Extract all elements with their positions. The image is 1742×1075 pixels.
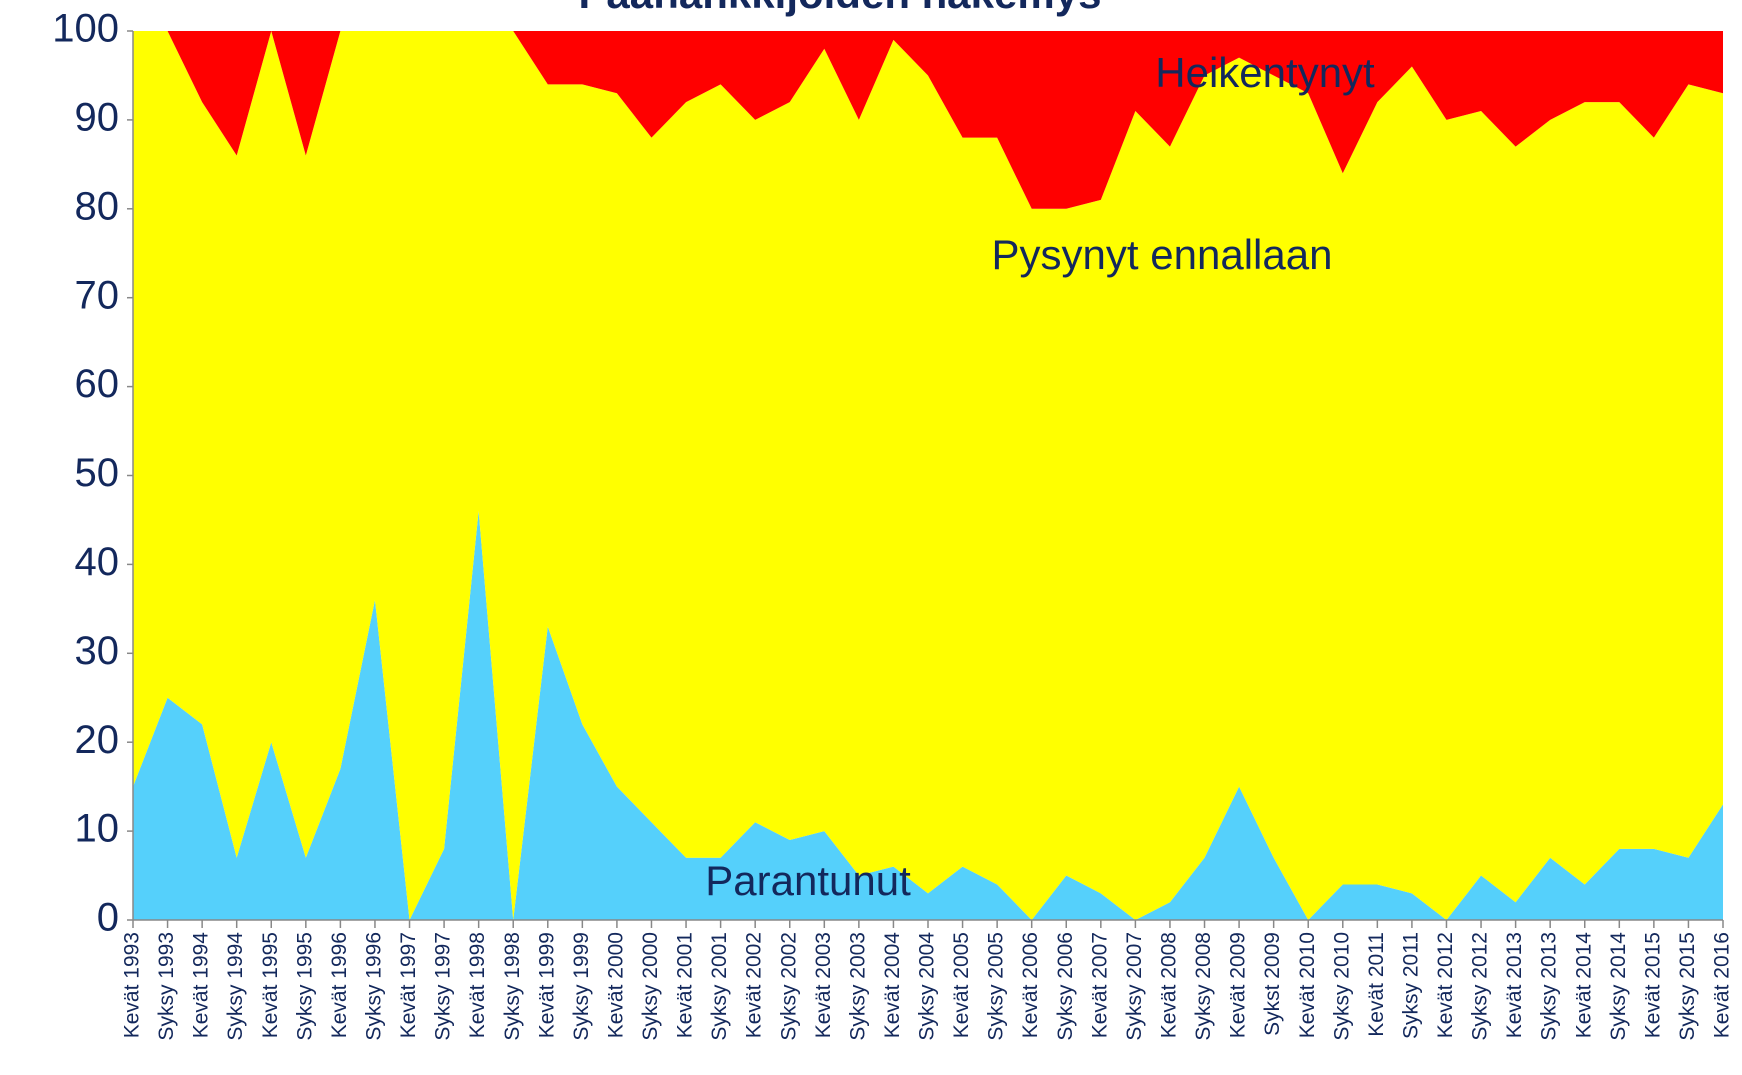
x-tick-label: Syksy 2000 <box>639 932 662 1041</box>
x-tick-label: Kevät 1999 <box>535 932 558 1038</box>
x-tick-label: Kevät 2006 <box>1019 932 1042 1038</box>
x-tick-label: Syksy 1998 <box>501 932 524 1041</box>
x-tick-label: Syksy 2005 <box>985 932 1008 1041</box>
x-tick-label: Kevät 1995 <box>259 932 282 1038</box>
y-tick-label: 100 <box>52 7 119 51</box>
x-tick-label: Syksy 2001 <box>708 932 731 1041</box>
x-tick-label: Kevät 2013 <box>1503 932 1526 1038</box>
x-tick-label: Syksy 1995 <box>293 932 316 1041</box>
x-tick-label: Syksy 1999 <box>570 932 593 1041</box>
series-label: Heikentynyt <box>1155 49 1375 96</box>
area <box>133 31 1723 209</box>
x-tick-label: Kevät 2003 <box>812 932 835 1038</box>
x-tick-label: Syksy 2002 <box>777 932 800 1041</box>
y-tick-label: 90 <box>75 95 120 139</box>
x-tick-label: Kevät 1996 <box>328 932 351 1038</box>
x-tick-label: Syksy 2006 <box>1054 932 1077 1041</box>
x-tick-label: Kevät 2000 <box>604 932 627 1038</box>
y-tick-label: 60 <box>75 362 120 406</box>
x-tick-label: Kevät 2009 <box>1227 932 1250 1038</box>
x-tick-label: Kevät 2002 <box>743 932 766 1038</box>
x-tick-label: Syksy 1997 <box>432 932 455 1041</box>
chart-title: Päähankkijoiden näkemys <box>579 0 1102 17</box>
y-tick-label: 80 <box>75 184 120 228</box>
x-tick-label: Kevät 1997 <box>397 932 420 1038</box>
x-tick-label: Syksy 2004 <box>916 932 939 1041</box>
area <box>133 31 1723 920</box>
x-tick-label: Syksy 2012 <box>1469 932 1492 1041</box>
x-tick-label: Kevät 2014 <box>1572 932 1595 1039</box>
x-tick-label: Kevät 2010 <box>1296 932 1319 1038</box>
x-tick-label: Kevät 2012 <box>1434 932 1457 1038</box>
x-tick-label: Syksy 1993 <box>155 932 178 1041</box>
x-tick-label: Kevät 2004 <box>881 932 904 1039</box>
x-tick-label: Syksy 2015 <box>1676 932 1699 1041</box>
y-tick-label: 40 <box>75 540 120 584</box>
x-tick-label: Kevät 1998 <box>466 932 489 1038</box>
y-tick-label: 50 <box>75 451 120 495</box>
y-tick-label: 10 <box>75 807 120 851</box>
x-tick-label: Syksy 2010 <box>1330 932 1353 1041</box>
x-tick-label: Kevät 1994 <box>190 932 213 1039</box>
x-tick-label: Kevät 2008 <box>1158 932 1181 1038</box>
x-tick-label: Syksy 2014 <box>1607 932 1630 1041</box>
area <box>133 511 1723 920</box>
y-tick-label: 70 <box>75 273 120 317</box>
x-tick-label: Kevät 1993 <box>121 932 144 1038</box>
y-tick-label: 30 <box>75 629 120 673</box>
series-label: Pysynyt ennallaan <box>992 231 1333 278</box>
x-tick-label: Kevät 2001 <box>674 932 697 1038</box>
x-tick-label: Syksy 2013 <box>1538 932 1561 1041</box>
y-tick-label: 20 <box>75 718 120 762</box>
x-tick-label: Syksy 2008 <box>1192 932 1215 1041</box>
x-tick-label: Kevät 2011 <box>1365 932 1388 1037</box>
x-tick-label: Kevät 2007 <box>1088 932 1111 1038</box>
y-tick-label: 0 <box>97 896 119 940</box>
series-label: Parantunut <box>705 857 911 904</box>
x-tick-label: Kevät 2005 <box>950 932 973 1038</box>
x-tick-label: Syksy 2007 <box>1123 932 1146 1041</box>
x-tick-label: Syksy 2011 <box>1399 932 1422 1039</box>
x-tick-label: Syksy 1994 <box>224 932 247 1041</box>
x-tick-label: Kevät 2016 <box>1711 932 1734 1038</box>
x-tick-label: Syksy 2003 <box>846 932 869 1041</box>
x-tick-label: Syksy 1996 <box>363 932 386 1041</box>
x-tick-label: Kevät 2015 <box>1641 932 1664 1038</box>
x-tick-label: Sykst 2009 <box>1261 932 1284 1036</box>
